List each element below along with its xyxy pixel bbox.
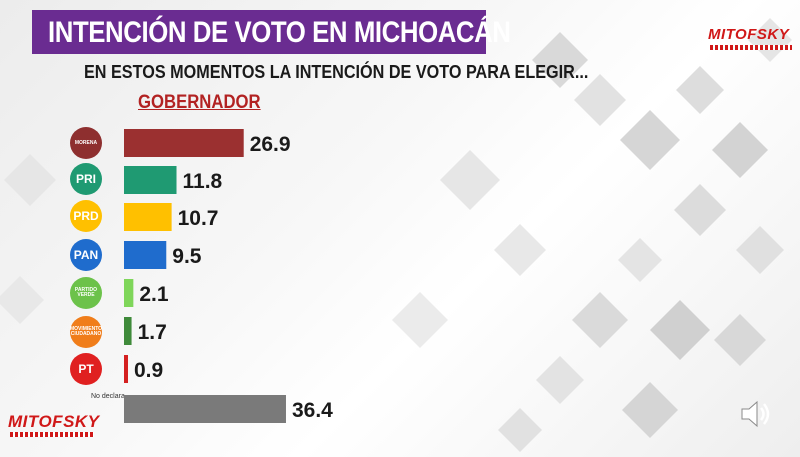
- bar-prd: [124, 203, 172, 231]
- data-label: 36.4: [292, 399, 333, 422]
- background-diamond: [714, 314, 766, 366]
- data-label: 0.9: [134, 359, 163, 382]
- bar-no-declara: [124, 395, 286, 423]
- speaker-icon[interactable]: [738, 396, 774, 432]
- badge-no-declara: No declara: [91, 393, 125, 400]
- badge-pt: PT: [70, 353, 102, 385]
- background-diamond: [618, 238, 662, 282]
- brand-logo-bottom: MITOFSKY: [8, 412, 100, 431]
- office-label: GOBERNADOR: [138, 92, 261, 113]
- badge-movimiento-ciudadano: MOVIMIENTO CIUDADANO: [70, 316, 102, 348]
- badge-pri: PRI: [70, 163, 102, 195]
- badge-morena: MORENA: [70, 127, 102, 159]
- background-diamond: [0, 276, 44, 324]
- brand-logo-top-stripe: [710, 45, 792, 50]
- data-label: 9.5: [172, 245, 202, 268]
- bar-partido-verde: [124, 279, 134, 307]
- data-label: 26.9: [250, 133, 291, 156]
- background-diamond: [440, 150, 500, 210]
- brand-logo-top: MITOFSKY: [708, 26, 790, 43]
- background-diamond: [748, 18, 792, 62]
- background-diamond: [712, 122, 768, 178]
- background-diamond: [392, 292, 448, 348]
- background-diamond: [650, 300, 710, 360]
- data-label: 2.1: [139, 283, 169, 306]
- background-diamond: [620, 110, 680, 170]
- background-diamond: [536, 356, 584, 404]
- bar-movimiento-ciudadano: [124, 317, 132, 345]
- background-diamond: [4, 154, 56, 206]
- bar-morena: [124, 129, 244, 157]
- background-diamond: [498, 408, 542, 452]
- chart-title: INTENCIÓN DE VOTO EN MICHOACÁN: [48, 16, 511, 49]
- background-diamond: [494, 224, 546, 276]
- background-diamond: [674, 184, 726, 236]
- badge-partido-verde: PARTIDO VERDE: [70, 277, 102, 309]
- brand-logo-bottom-stripe: [10, 432, 94, 437]
- background-diamond: [736, 226, 784, 274]
- background-diamond: [676, 66, 724, 114]
- background-diamond: [572, 292, 628, 348]
- bar-pan: [124, 241, 167, 269]
- bar-pt: [124, 355, 129, 383]
- chart-subtitle: EN ESTOS MOMENTOS LA INTENCIÓN DE VOTO P…: [84, 62, 589, 82]
- data-label: 11.8: [183, 170, 223, 193]
- badge-pan: PAN: [70, 239, 102, 271]
- background-diamond: [532, 32, 588, 88]
- badge-prd: PRD: [70, 200, 102, 232]
- title-bar: [32, 10, 486, 54]
- data-label: 10.7: [178, 207, 219, 230]
- background-diamond: [622, 382, 678, 438]
- background-diamond: [574, 74, 626, 126]
- bar-pri: [124, 166, 177, 194]
- data-label: 1.7: [138, 321, 167, 344]
